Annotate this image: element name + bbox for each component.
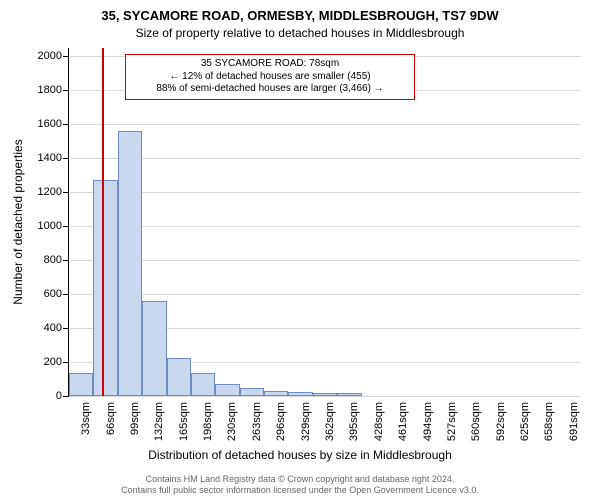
histogram-bar: [191, 373, 215, 396]
x-tick-label: 658sqm: [543, 402, 555, 452]
y-tick: [63, 328, 69, 329]
x-tick-label: 329sqm: [300, 402, 312, 452]
y-tick-label: 1200: [38, 186, 62, 198]
y-tick: [63, 56, 69, 57]
y-tick-label: 200: [44, 356, 62, 368]
y-tick-label: 0: [56, 390, 62, 402]
y-tick: [63, 90, 69, 91]
gridline: [69, 192, 581, 193]
x-axis-label: Distribution of detached houses by size …: [0, 448, 600, 462]
y-tick: [63, 362, 69, 363]
x-tick-label: 395sqm: [348, 402, 360, 452]
chart-title-line2: Size of property relative to detached ho…: [0, 26, 600, 40]
histogram-bar: [215, 384, 239, 396]
gridline: [69, 226, 581, 227]
x-tick-label: 132sqm: [153, 402, 165, 452]
chart-container: 35, SYCAMORE ROAD, ORMESBY, MIDDLESBROUG…: [0, 0, 600, 500]
x-tick-label: 362sqm: [324, 402, 336, 452]
x-tick-label: 165sqm: [178, 402, 190, 452]
y-tick-label: 1400: [38, 152, 62, 164]
histogram-bar: [240, 388, 264, 396]
x-tick-label: 296sqm: [275, 402, 287, 452]
y-tick-label: 400: [44, 322, 62, 334]
x-tick-label: 263sqm: [251, 402, 263, 452]
x-tick-label: 230sqm: [226, 402, 238, 452]
callout-line: ← 12% of detached houses are smaller (45…: [132, 71, 408, 84]
histogram-bar: [69, 373, 93, 396]
x-tick-label: 592sqm: [495, 402, 507, 452]
x-tick-label: 625sqm: [519, 402, 531, 452]
x-tick-label: 691sqm: [568, 402, 580, 452]
histogram-bar: [167, 358, 191, 396]
gridline: [69, 158, 581, 159]
y-tick: [63, 396, 69, 397]
histogram-bar: [118, 131, 142, 396]
x-tick-label: 66sqm: [105, 402, 117, 452]
histogram-bar: [337, 393, 361, 396]
histogram-bar: [264, 391, 288, 396]
x-tick-label: 560sqm: [470, 402, 482, 452]
gridline: [69, 396, 581, 397]
y-tick-label: 1800: [38, 84, 62, 96]
y-tick-label: 2000: [38, 50, 62, 62]
histogram-bar: [93, 180, 117, 396]
attribution-line1: Contains HM Land Registry data © Crown c…: [146, 474, 455, 484]
reference-line: [102, 48, 104, 396]
y-tick: [63, 158, 69, 159]
y-tick: [63, 226, 69, 227]
x-tick-label: 33sqm: [80, 402, 92, 452]
attribution-footer: Contains HM Land Registry data © Crown c…: [0, 474, 600, 496]
histogram-bar: [142, 301, 166, 396]
histogram-bar: [313, 393, 337, 396]
y-tick-label: 800: [44, 254, 62, 266]
histogram-bar: [288, 392, 312, 396]
y-tick: [63, 124, 69, 125]
callout-line: 35 SYCAMORE ROAD: 78sqm: [132, 58, 408, 71]
x-tick-label: 428sqm: [373, 402, 385, 452]
attribution-line2: Contains full public sector information …: [121, 485, 479, 495]
y-axis-label-wrap: Number of detached properties: [10, 48, 26, 396]
gridline: [69, 294, 581, 295]
y-tick: [63, 192, 69, 193]
gridline: [69, 124, 581, 125]
y-tick-label: 1600: [38, 118, 62, 130]
y-tick: [63, 294, 69, 295]
callout-box: 35 SYCAMORE ROAD: 78sqm← 12% of detached…: [125, 54, 415, 100]
y-tick-label: 600: [44, 288, 62, 300]
y-axis-label: Number of detached properties: [11, 139, 25, 304]
gridline: [69, 260, 581, 261]
x-tick-label: 99sqm: [129, 402, 141, 452]
y-tick-label: 1000: [38, 220, 62, 232]
x-tick-label: 494sqm: [422, 402, 434, 452]
y-tick: [63, 260, 69, 261]
plot-area: 35 SYCAMORE ROAD: 78sqm← 12% of detached…: [68, 48, 581, 397]
x-tick-label: 198sqm: [202, 402, 214, 452]
x-tick-label: 527sqm: [446, 402, 458, 452]
callout-line: 88% of semi-detached houses are larger (…: [132, 83, 408, 96]
chart-title-line1: 35, SYCAMORE ROAD, ORMESBY, MIDDLESBROUG…: [0, 8, 600, 23]
x-tick-label: 461sqm: [397, 402, 409, 452]
